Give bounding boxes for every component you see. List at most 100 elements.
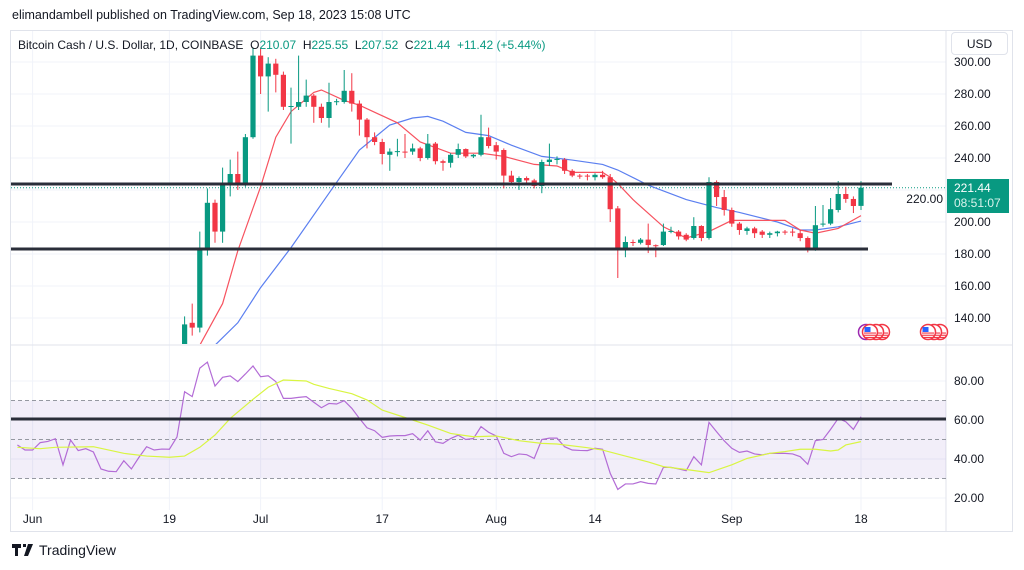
- candle[interactable]: [850, 196, 856, 214]
- candle[interactable]: [630, 239, 636, 246]
- candle[interactable]: [410, 143, 416, 155]
- candle[interactable]: [204, 188, 210, 256]
- candle[interactable]: [752, 226, 758, 238]
- candle[interactable]: [546, 143, 552, 166]
- candle[interactable]: [273, 58, 279, 93]
- candle[interactable]: [372, 132, 378, 146]
- candle[interactable]: [220, 167, 226, 243]
- candle[interactable]: [835, 181, 841, 213]
- candle[interactable]: [326, 82, 332, 128]
- candle[interactable]: [318, 103, 324, 123]
- candle[interactable]: [341, 70, 347, 104]
- candle[interactable]: [493, 142, 499, 160]
- us-flag-event-icon[interactable]: [861, 323, 879, 341]
- candle[interactable]: [478, 114, 484, 157]
- candle[interactable]: [394, 138, 400, 157]
- chart-frame: [10, 30, 1013, 532]
- event-markers[interactable]: [857, 323, 949, 341]
- candle[interactable]: [790, 228, 796, 237]
- candle-body: [645, 239, 651, 246]
- candle[interactable]: [607, 174, 613, 222]
- candle[interactable]: [721, 190, 727, 216]
- candle[interactable]: [843, 186, 849, 203]
- candle[interactable]: [364, 118, 370, 149]
- candle[interactable]: [828, 198, 834, 226]
- candle[interactable]: [356, 100, 362, 136]
- candle[interactable]: [767, 231, 773, 238]
- flag-stripe: [922, 336, 934, 338]
- candle-body: [280, 74, 286, 107]
- candle[interactable]: [562, 158, 568, 174]
- candle[interactable]: [197, 231, 203, 333]
- candle[interactable]: [812, 206, 818, 251]
- candle[interactable]: [334, 98, 340, 106]
- candle[interactable]: [425, 134, 431, 160]
- tradingview-logo[interactable]: TradingView: [12, 542, 116, 558]
- currency-button[interactable]: USD: [951, 32, 1008, 55]
- candle[interactable]: [622, 236, 628, 258]
- candle[interactable]: [615, 206, 621, 278]
- candle[interactable]: [463, 148, 469, 158]
- candle[interactable]: [486, 127, 492, 149]
- candle[interactable]: [706, 177, 712, 240]
- candle[interactable]: [569, 169, 575, 178]
- candle[interactable]: [736, 222, 742, 235]
- candle[interactable]: [508, 170, 514, 184]
- candle[interactable]: [182, 316, 188, 353]
- candle[interactable]: [524, 176, 530, 183]
- candle[interactable]: [455, 143, 461, 158]
- candle[interactable]: [288, 87, 294, 144]
- candle-body: [372, 137, 378, 142]
- candle[interactable]: [440, 159, 446, 171]
- candle[interactable]: [212, 199, 218, 243]
- candle-body: [189, 322, 195, 328]
- candle[interactable]: [660, 223, 666, 246]
- candle[interactable]: [820, 205, 826, 227]
- candle[interactable]: [265, 57, 271, 112]
- candle[interactable]: [683, 233, 689, 242]
- candle[interactable]: [653, 244, 659, 258]
- candle[interactable]: [600, 170, 606, 179]
- candle[interactable]: [638, 238, 644, 245]
- candle[interactable]: [797, 230, 803, 242]
- candle[interactable]: [349, 73, 355, 112]
- candle[interactable]: [729, 207, 735, 227]
- candle[interactable]: [303, 79, 309, 107]
- candle-body: [273, 63, 279, 75]
- candle[interactable]: [744, 226, 750, 235]
- candle[interactable]: [432, 142, 438, 165]
- us-flag-event-icon[interactable]: [919, 323, 937, 341]
- candle[interactable]: [311, 94, 317, 123]
- candle[interactable]: [577, 174, 583, 179]
- candle[interactable]: [759, 230, 765, 238]
- candle[interactable]: [250, 47, 256, 139]
- candle[interactable]: [858, 181, 864, 210]
- candle-body: [828, 209, 834, 224]
- symbol-name[interactable]: Bitcoin Cash / U.S. Dollar, 1D, COINBASE: [18, 38, 244, 52]
- candle[interactable]: [258, 47, 264, 94]
- candle-body: [584, 175, 590, 177]
- candle[interactable]: [189, 303, 195, 336]
- candle[interactable]: [584, 174, 590, 181]
- candle[interactable]: [387, 148, 393, 171]
- candle[interactable]: [448, 153, 454, 168]
- candle[interactable]: [554, 156, 560, 165]
- candle[interactable]: [782, 230, 788, 235]
- candle[interactable]: [280, 71, 286, 110]
- candle[interactable]: [379, 138, 385, 165]
- candle[interactable]: [501, 148, 507, 189]
- candle[interactable]: [676, 230, 682, 240]
- candle[interactable]: [774, 230, 780, 237]
- candle[interactable]: [539, 159, 545, 194]
- candle[interactable]: [470, 154, 476, 158]
- candle[interactable]: [227, 159, 233, 197]
- candle[interactable]: [691, 217, 697, 240]
- candle[interactable]: [417, 146, 423, 162]
- candle[interactable]: [698, 225, 704, 242]
- candle[interactable]: [242, 134, 248, 187]
- candle[interactable]: [296, 55, 302, 110]
- candle[interactable]: [668, 226, 674, 234]
- candle[interactable]: [402, 134, 408, 158]
- candle[interactable]: [592, 173, 598, 181]
